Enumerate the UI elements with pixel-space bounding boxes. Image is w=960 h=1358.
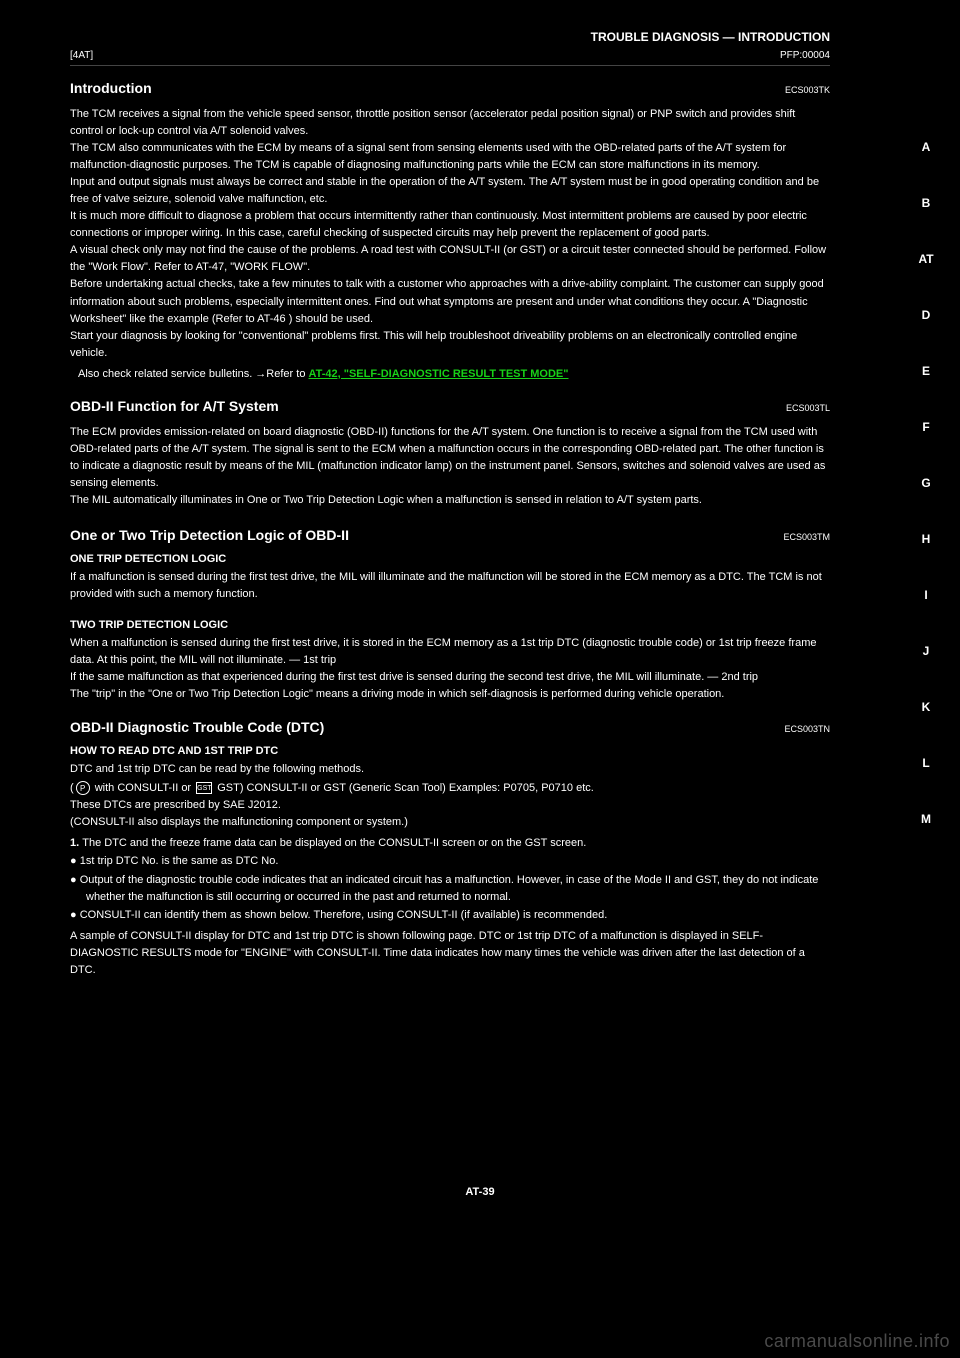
section-trip-row: One or Two Trip Detection Logic of OBD-I…: [70, 527, 830, 543]
section-obd-title: OBD-II Function for A/T System: [70, 398, 279, 414]
tab-h[interactable]: H: [914, 532, 938, 546]
one-trip-heading: ONE TRIP DETECTION LOGIC: [70, 553, 830, 565]
dtc-step1: 1. The DTC and the freeze frame data can…: [70, 835, 830, 852]
page-subheader: [4AT] PFP:00004: [70, 50, 830, 61]
tab-d[interactable]: D: [914, 308, 938, 322]
subheader-left: [4AT]: [70, 50, 93, 61]
section-dtc-code: ECS003TN: [784, 724, 830, 734]
arrow-link-row: Also check related service bulletins. →R…: [70, 368, 830, 380]
dtc-body1: DTC and 1st trip DTC can be read by the …: [70, 761, 830, 778]
section-obd-code: ECS003TL: [786, 403, 830, 413]
page-number: AT-39: [0, 1186, 960, 1198]
section-trip-title: One or Two Trip Detection Logic of OBD-I…: [70, 527, 349, 543]
dtc-subheading: HOW TO READ DTC AND 1ST TRIP DTC: [70, 745, 830, 757]
tab-l[interactable]: L: [914, 756, 938, 770]
section-obd-body: The ECM provides emission-related on boa…: [70, 424, 830, 509]
tab-f[interactable]: F: [914, 420, 938, 434]
one-trip-block: ONE TRIP DETECTION LOGIC If a malfunctio…: [70, 553, 830, 603]
p-icon: P: [76, 781, 90, 795]
dtc-body3: A sample of CONSULT-II display for DTC a…: [70, 928, 830, 979]
two-trip-block: TWO TRIP DETECTION LOGIC When a malfunct…: [70, 619, 830, 703]
dtc-icon-line: (P with CONSULT-II or GST GST) CONSULT-I…: [70, 780, 830, 797]
bullet-dot2: ●: [70, 874, 77, 886]
one-trip-body: If a malfunction is sensed during the fi…: [70, 569, 830, 603]
tab-a[interactable]: A: [914, 140, 938, 154]
section-tabs: A B AT D E F G H I J K L M: [914, 140, 938, 826]
tab-g[interactable]: G: [914, 476, 938, 490]
tab-e[interactable]: E: [914, 364, 938, 378]
two-trip-heading: TWO TRIP DETECTION LOGIC: [70, 619, 830, 631]
gst-icon: GST: [196, 782, 212, 794]
tab-i[interactable]: I: [914, 588, 938, 602]
bullet3-text: CONSULT-II can identify them as shown be…: [80, 909, 608, 921]
section-obd-row: OBD-II Function for A/T System ECS003TL: [70, 398, 830, 414]
tab-at[interactable]: AT: [914, 252, 938, 266]
tab-j[interactable]: J: [914, 644, 938, 658]
dtc-bullet1: ● 1st trip DTC No. is the same as DTC No…: [70, 853, 830, 870]
bullet-dot3: ●: [70, 909, 77, 921]
dtc-bullet3: ● CONSULT-II can identify them as shown …: [70, 907, 830, 924]
bullet-dot: ●: [70, 855, 77, 867]
header-divider: [70, 65, 830, 66]
page-header-title: TROUBLE DIAGNOSIS — INTRODUCTION: [70, 30, 830, 44]
watermark: carmanualsonline.info: [764, 1331, 950, 1352]
dtc-bullet2: ● Output of the diagnostic trouble code …: [70, 872, 830, 906]
step1-label: 1.: [70, 837, 79, 849]
tab-k[interactable]: K: [914, 700, 938, 714]
section-intro-code: ECS003TK: [785, 85, 830, 95]
section-intro-row: Introduction ECS003TK: [70, 80, 830, 96]
step1-text: The DTC and the freeze frame data can be…: [82, 837, 586, 849]
bullet1-text: 1st trip DTC No. is the same as DTC No.: [80, 855, 279, 867]
section-intro-title: Introduction: [70, 80, 152, 96]
section-intro-body: The TCM receives a signal from the vehic…: [70, 106, 830, 362]
page-content: TROUBLE DIAGNOSIS — INTRODUCTION [4AT] P…: [70, 30, 830, 979]
section-dtc-title: OBD-II Diagnostic Trouble Code (DTC): [70, 719, 324, 735]
subheader-right: PFP:00004: [780, 50, 830, 61]
section-trip-code: ECS003TM: [783, 532, 830, 542]
section-dtc-row: OBD-II Diagnostic Trouble Code (DTC) ECS…: [70, 719, 830, 735]
two-trip-body: When a malfunction is sensed during the …: [70, 635, 830, 703]
bullet2-text: Output of the diagnostic trouble code in…: [80, 874, 819, 903]
dtc-body2: These DTCs are prescribed by SAE J2012. …: [70, 797, 830, 831]
tab-m[interactable]: M: [914, 812, 938, 826]
diag-result-link[interactable]: AT-42, "SELF-DIAGNOSTIC RESULT TEST MODE…: [309, 368, 569, 380]
tab-b[interactable]: B: [914, 196, 938, 210]
